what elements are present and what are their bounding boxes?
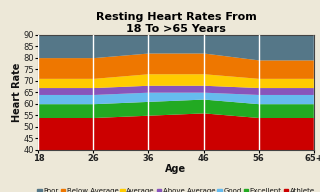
Y-axis label: Heart Rate: Heart Rate <box>12 62 22 122</box>
Title: Resting Heart Rates From
18 To >65 Years: Resting Heart Rates From 18 To >65 Years <box>96 12 256 34</box>
Legend: Poor, Below Average, Average, Above Average, Good, Excellent, Athlete: Poor, Below Average, Average, Above Aver… <box>35 185 317 192</box>
X-axis label: Age: Age <box>165 164 187 174</box>
